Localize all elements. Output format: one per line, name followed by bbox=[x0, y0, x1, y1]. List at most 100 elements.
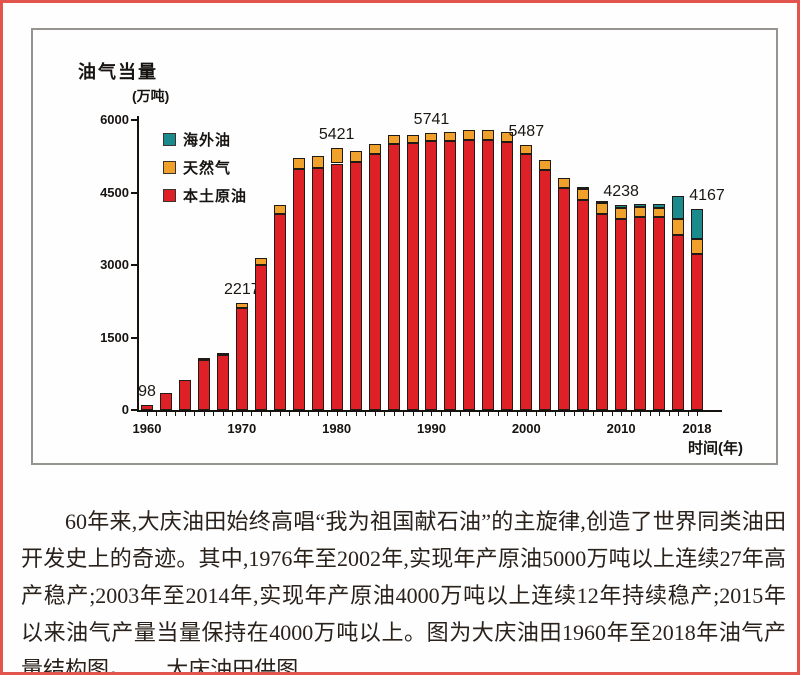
x-axis-tick bbox=[184, 412, 186, 416]
bar-segment-天然气 bbox=[273, 204, 286, 214]
x-axis-tick bbox=[175, 412, 177, 416]
y-axis-tick bbox=[131, 191, 137, 194]
legend-item: 本土原油 bbox=[163, 185, 247, 205]
caption-paragraph: 60年来,大庆油田始终高唱“我为祖国献石油”的主旋律,创造了世界同类油田开发史上… bbox=[21, 503, 786, 675]
y-axis-line bbox=[137, 116, 139, 412]
legend-item: 海外油 bbox=[163, 129, 247, 149]
x-axis-tick bbox=[478, 412, 480, 416]
bar-segment-本土原油 bbox=[577, 200, 590, 410]
bar-segment-天然气 bbox=[349, 150, 362, 162]
bar-value-label: 2217 bbox=[224, 280, 260, 298]
x-axis-tick bbox=[147, 412, 148, 416]
bar-segment-本土原油 bbox=[235, 307, 248, 410]
x-axis-tick bbox=[241, 412, 243, 416]
bar-segment-海外油 bbox=[653, 203, 666, 208]
bar-value-label: 4167 bbox=[689, 186, 725, 204]
x-axis-tick bbox=[270, 412, 272, 416]
bar-segment-天然气 bbox=[216, 353, 229, 356]
photo-credit: 大庆油田供图 bbox=[166, 657, 299, 675]
y-axis-tick bbox=[131, 119, 137, 121]
x-axis-tick bbox=[308, 412, 310, 416]
x-axis-tick bbox=[289, 412, 291, 416]
x-axis-line bbox=[137, 410, 722, 412]
bar-segment-海外油 bbox=[577, 187, 590, 190]
legend-swatch-icon bbox=[163, 132, 176, 146]
x-axis-tick bbox=[222, 412, 224, 416]
bar-segment-本土原油 bbox=[634, 217, 647, 410]
x-axis-tick bbox=[630, 412, 632, 416]
x-tick-label: 1980 bbox=[322, 421, 352, 436]
x-axis-tick bbox=[649, 412, 651, 416]
x-axis-tick bbox=[336, 412, 338, 416]
x-axis-tick bbox=[497, 412, 499, 416]
y-axis-tick bbox=[131, 264, 137, 266]
bar-segment-天然气 bbox=[672, 219, 685, 235]
x-axis-tick bbox=[507, 412, 509, 416]
x-tick-label: 2018 bbox=[682, 421, 712, 436]
x-tick-label: 2000 bbox=[511, 421, 541, 436]
x-axis-tick bbox=[327, 412, 329, 416]
y-tick-label: 6000 bbox=[100, 112, 129, 127]
bar-value-label: 98 bbox=[138, 383, 156, 401]
legend: 海外油 天然气 本土原油 bbox=[163, 129, 247, 213]
x-axis-tick bbox=[697, 412, 698, 416]
bar-segment-本土原油 bbox=[406, 143, 419, 410]
bar-value-label: 5487 bbox=[508, 122, 545, 140]
x-axis-tick bbox=[260, 412, 262, 416]
x-axis-tick bbox=[659, 412, 661, 416]
bar-segment-本土原油 bbox=[311, 168, 324, 410]
x-axis-tick bbox=[573, 412, 575, 416]
bar-segment-天然气 bbox=[558, 177, 571, 188]
x-axis-tick bbox=[156, 412, 158, 416]
y-tick-label: 0 bbox=[121, 402, 129, 417]
x-axis-tick bbox=[422, 412, 423, 416]
x-axis-tick bbox=[298, 412, 300, 416]
bar-segment-本土原油 bbox=[425, 141, 438, 410]
bar-segment-本土原油 bbox=[653, 217, 666, 410]
bar-segment-本土原油 bbox=[539, 169, 552, 410]
bar-segment-天然气 bbox=[596, 203, 609, 215]
x-axis-tick bbox=[431, 412, 433, 416]
x-axis-tick bbox=[459, 412, 461, 416]
bar-segment-天然气 bbox=[653, 207, 666, 218]
x-axis-tick bbox=[251, 412, 253, 416]
chart-title: 油气当量 bbox=[78, 62, 158, 82]
x-axis-tick bbox=[346, 412, 348, 416]
x-axis-tick bbox=[384, 412, 386, 416]
bar-segment-本土原油 bbox=[387, 144, 400, 410]
bar-segment-本土原油 bbox=[691, 254, 703, 410]
bar-value-label: 4238 bbox=[603, 183, 639, 201]
chart-panel: 油气当量 (万吨) 0 1500 3000 4500 6000 1960 1970 1980 1… bbox=[31, 28, 778, 465]
x-axis-tick bbox=[279, 412, 281, 416]
x-axis-tick bbox=[194, 412, 196, 416]
y-tick-label: 4500 bbox=[100, 184, 129, 200]
bar-segment-本土原油 bbox=[273, 213, 286, 410]
x-axis-tick bbox=[640, 412, 642, 416]
bar-segment-本土原油 bbox=[444, 141, 457, 410]
bar-segment-海外油 bbox=[615, 205, 628, 209]
bar-segment-本土原油 bbox=[615, 218, 628, 410]
bar-segment-天然气 bbox=[463, 130, 476, 140]
bar-segment-海外油 bbox=[691, 208, 703, 240]
legend-label: 海外油 bbox=[183, 131, 232, 149]
bar-segment-天然气 bbox=[311, 156, 324, 169]
x-axis-tick bbox=[355, 412, 357, 416]
chart-unit-label: (万吨) bbox=[132, 88, 170, 104]
x-axis-tick bbox=[668, 412, 670, 416]
bar-segment-天然气 bbox=[577, 189, 590, 201]
bar-segment-本土原油 bbox=[216, 355, 229, 410]
x-tick-label: 1990 bbox=[417, 421, 446, 436]
bar-segment-天然气 bbox=[197, 357, 210, 360]
x-axis-tick bbox=[203, 412, 205, 416]
x-axis-tick bbox=[403, 412, 405, 416]
bar-segment-本土原油 bbox=[141, 405, 153, 410]
x-axis-tick bbox=[583, 412, 585, 416]
x-axis-tick bbox=[450, 412, 452, 416]
x-axis-title: 时间(年) bbox=[688, 440, 743, 457]
bar-segment-天然气 bbox=[368, 143, 381, 155]
x-axis-tick bbox=[621, 412, 623, 416]
bar-segment-海外油 bbox=[634, 204, 647, 208]
x-axis-tick bbox=[545, 412, 547, 416]
bar-segment-本土原油 bbox=[330, 163, 343, 410]
